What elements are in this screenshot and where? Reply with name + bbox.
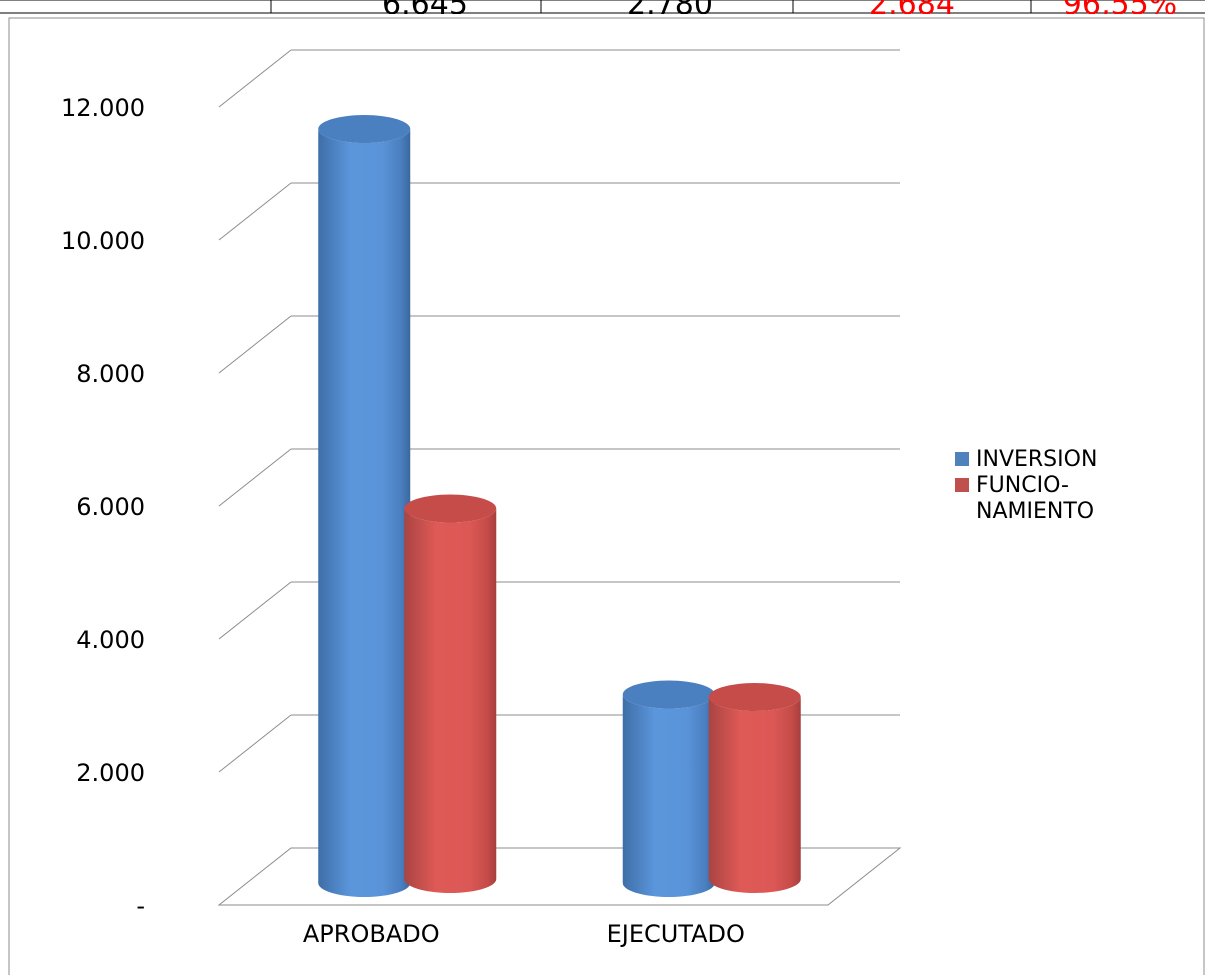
bar-inversion-aprobado (318, 115, 411, 897)
x-tick-label: APROBADO (303, 920, 440, 948)
gridline-side (218, 581, 292, 640)
bar-top (318, 115, 411, 143)
bar-body (622, 694, 715, 897)
legend-swatch (955, 478, 969, 492)
y-tick-label: 6.000 (76, 493, 145, 521)
y-tick-label: 2.000 (76, 759, 145, 787)
bar-funcionamiento-ejecutado (708, 683, 801, 894)
y-tick-label: 8.000 (76, 360, 145, 388)
gridline-side (218, 448, 292, 507)
table-cell: 2.684 (869, 0, 955, 14)
gridline-side (218, 315, 292, 374)
table-cell: 6.645 (382, 0, 468, 14)
gridline-side (218, 714, 292, 773)
bar-funcionamiento-aprobado (404, 494, 497, 894)
y-tick-label: - (136, 892, 145, 920)
gridline-side (218, 182, 292, 241)
table-cell: 96,55% (1063, 0, 1177, 14)
bar-top (404, 494, 497, 523)
y-tick-label: 4.000 (76, 626, 145, 654)
bar-body (404, 508, 497, 894)
bar-body (708, 697, 801, 894)
legend-swatch (955, 452, 969, 466)
bar-top (708, 683, 801, 711)
x-tick-label: EJECUTADO (607, 920, 745, 948)
gridline-side (218, 49, 292, 108)
table-cell: 2.780 (627, 0, 713, 14)
bar-inversion-ejecutado (622, 680, 715, 897)
bar-top (622, 680, 715, 709)
legend-label-line: FUNCIO- (976, 473, 1069, 498)
table-row-partial: 6.645 2.780 2.684 96,55% (0, 0, 1205, 14)
legend-label: FUNCIO-NAMIENTO (976, 473, 1094, 524)
bar-body (318, 129, 411, 897)
legend-label: INVERSION (976, 447, 1097, 472)
y-tick-label: 10.000 (61, 227, 145, 255)
y-tick-label: 12.000 (61, 94, 145, 122)
legend-label-line: INVERSION (976, 447, 1097, 472)
legend-label-line: NAMIENTO (976, 499, 1094, 524)
